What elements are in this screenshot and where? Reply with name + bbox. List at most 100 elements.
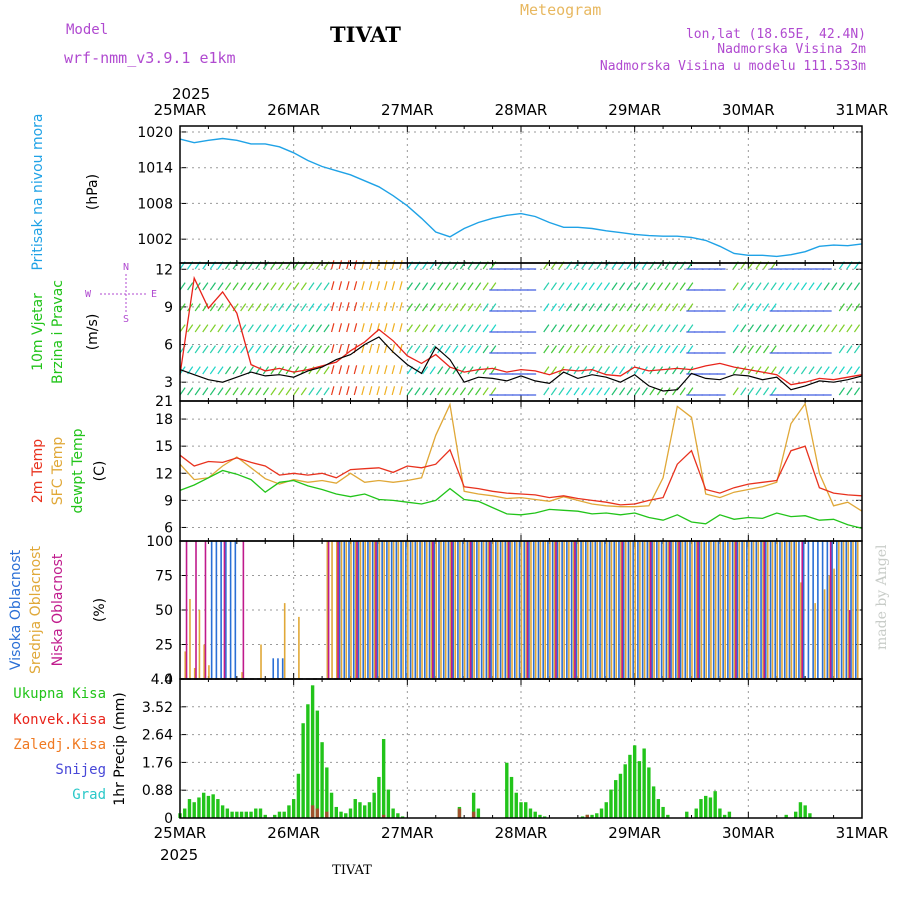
wind-barb	[649, 282, 656, 291]
wind-barb	[406, 345, 413, 354]
wind-barb	[452, 387, 459, 396]
wind-barb	[619, 387, 626, 396]
wind-barb	[459, 366, 467, 375]
y-tick-label: 3.52	[142, 700, 173, 716]
wind-barb	[687, 282, 694, 291]
wind-barb	[490, 387, 497, 396]
wind-barb	[762, 387, 770, 396]
precip-total-bar	[647, 767, 651, 818]
precip-total-bar	[793, 811, 798, 818]
panel-frame	[179, 400, 863, 542]
wind-barb	[853, 303, 861, 312]
precip-total-bar	[661, 806, 665, 818]
wind-barb	[573, 282, 580, 291]
wind-barb	[740, 324, 747, 333]
precip-total-bar	[509, 776, 514, 818]
wind-barb	[747, 387, 754, 396]
wind-barb	[679, 366, 686, 375]
date-label-top: 27MAR	[381, 101, 434, 119]
wind-barb	[853, 345, 861, 354]
wind-barb	[308, 387, 315, 396]
wind-barb	[437, 282, 444, 291]
wind-barb	[581, 345, 588, 354]
wind-barb	[816, 282, 823, 291]
precip-unit: 1hr Precip (mm)	[112, 692, 128, 805]
wind-barb	[588, 324, 595, 333]
wind-barb	[429, 324, 436, 333]
wind-barb	[543, 282, 550, 291]
date-label-top: 25MAR	[154, 101, 207, 119]
precip-conv-bar	[381, 814, 386, 818]
wind-barb	[300, 387, 307, 396]
wind-barb	[429, 387, 436, 396]
wind-barb	[368, 344, 373, 354]
wind-barb	[202, 366, 209, 375]
wind-barb	[255, 282, 262, 291]
precip-legend-label_snow: Snijeg	[55, 762, 106, 778]
date-label-bottom: 25MAR	[154, 824, 207, 842]
wind-barb	[475, 366, 482, 375]
model-label: Model	[66, 22, 108, 38]
wind-barb	[346, 344, 350, 354]
wind-barb	[846, 387, 853, 396]
date-label-top: 26MAR	[267, 101, 320, 119]
precip-conv-bar	[315, 808, 320, 818]
date-label-top: 29MAR	[608, 101, 661, 119]
wind-barb	[330, 386, 335, 396]
wind-barb	[338, 281, 343, 291]
precip-total-bar	[363, 805, 367, 818]
precip-legend-label_conv: Konvek.Kisa	[13, 712, 106, 728]
wind-barb	[247, 282, 254, 291]
precip-total-bar	[353, 799, 357, 818]
wind-barb	[353, 302, 358, 312]
year-top: 2025	[172, 85, 210, 103]
wind-barb	[247, 303, 254, 312]
precip-total-bar	[235, 811, 239, 818]
wind-barb	[384, 386, 388, 396]
wind-barb	[747, 345, 754, 354]
pressure-unit: (hPa)	[85, 174, 101, 210]
wind-barb	[558, 303, 565, 312]
wind-barb	[672, 303, 679, 312]
wind-barb	[262, 345, 270, 354]
precip-total-bar	[239, 811, 244, 818]
wind-barb	[262, 303, 270, 312]
wind-barb	[490, 366, 497, 375]
wind-barb	[437, 303, 444, 312]
precip-total-bar	[187, 799, 192, 818]
wind-barb	[376, 344, 380, 354]
precip-total-bar	[708, 797, 713, 818]
wind-barb	[656, 387, 664, 396]
wind-barb	[619, 345, 626, 354]
wind-barb	[353, 260, 358, 270]
precip-conv-bar	[310, 805, 315, 818]
wind-barb	[641, 303, 648, 312]
wind-barb	[770, 387, 777, 396]
precip-total-bar	[798, 802, 803, 818]
wind-barb	[664, 282, 671, 291]
wind-barb	[740, 303, 747, 312]
wind-barb	[240, 387, 247, 396]
wind-barb	[376, 386, 380, 396]
wind-barb	[672, 345, 679, 354]
wind-barb	[232, 345, 239, 354]
wind-barb	[793, 282, 800, 291]
precip-total-bar	[273, 814, 277, 818]
precip-total-bar	[358, 802, 362, 818]
wind-barb	[414, 282, 421, 291]
wind-barb	[664, 387, 671, 396]
wind-barb	[338, 323, 343, 333]
precip-total-bar	[277, 811, 282, 818]
wind-barb	[732, 324, 739, 333]
wind-barb	[823, 324, 830, 333]
wind-barb	[308, 324, 315, 333]
wind-barb	[778, 282, 785, 291]
precip-total-bar	[476, 808, 481, 818]
wind-unit: (m/s)	[85, 314, 101, 351]
wind-barb	[459, 303, 467, 312]
wind-barb	[603, 324, 611, 333]
wind-speed-line	[179, 336, 863, 392]
wind-barb	[831, 282, 838, 291]
date-label-top: 30MAR	[722, 101, 775, 119]
precip-legend-label_total: Ukupna Kisa	[13, 686, 106, 702]
